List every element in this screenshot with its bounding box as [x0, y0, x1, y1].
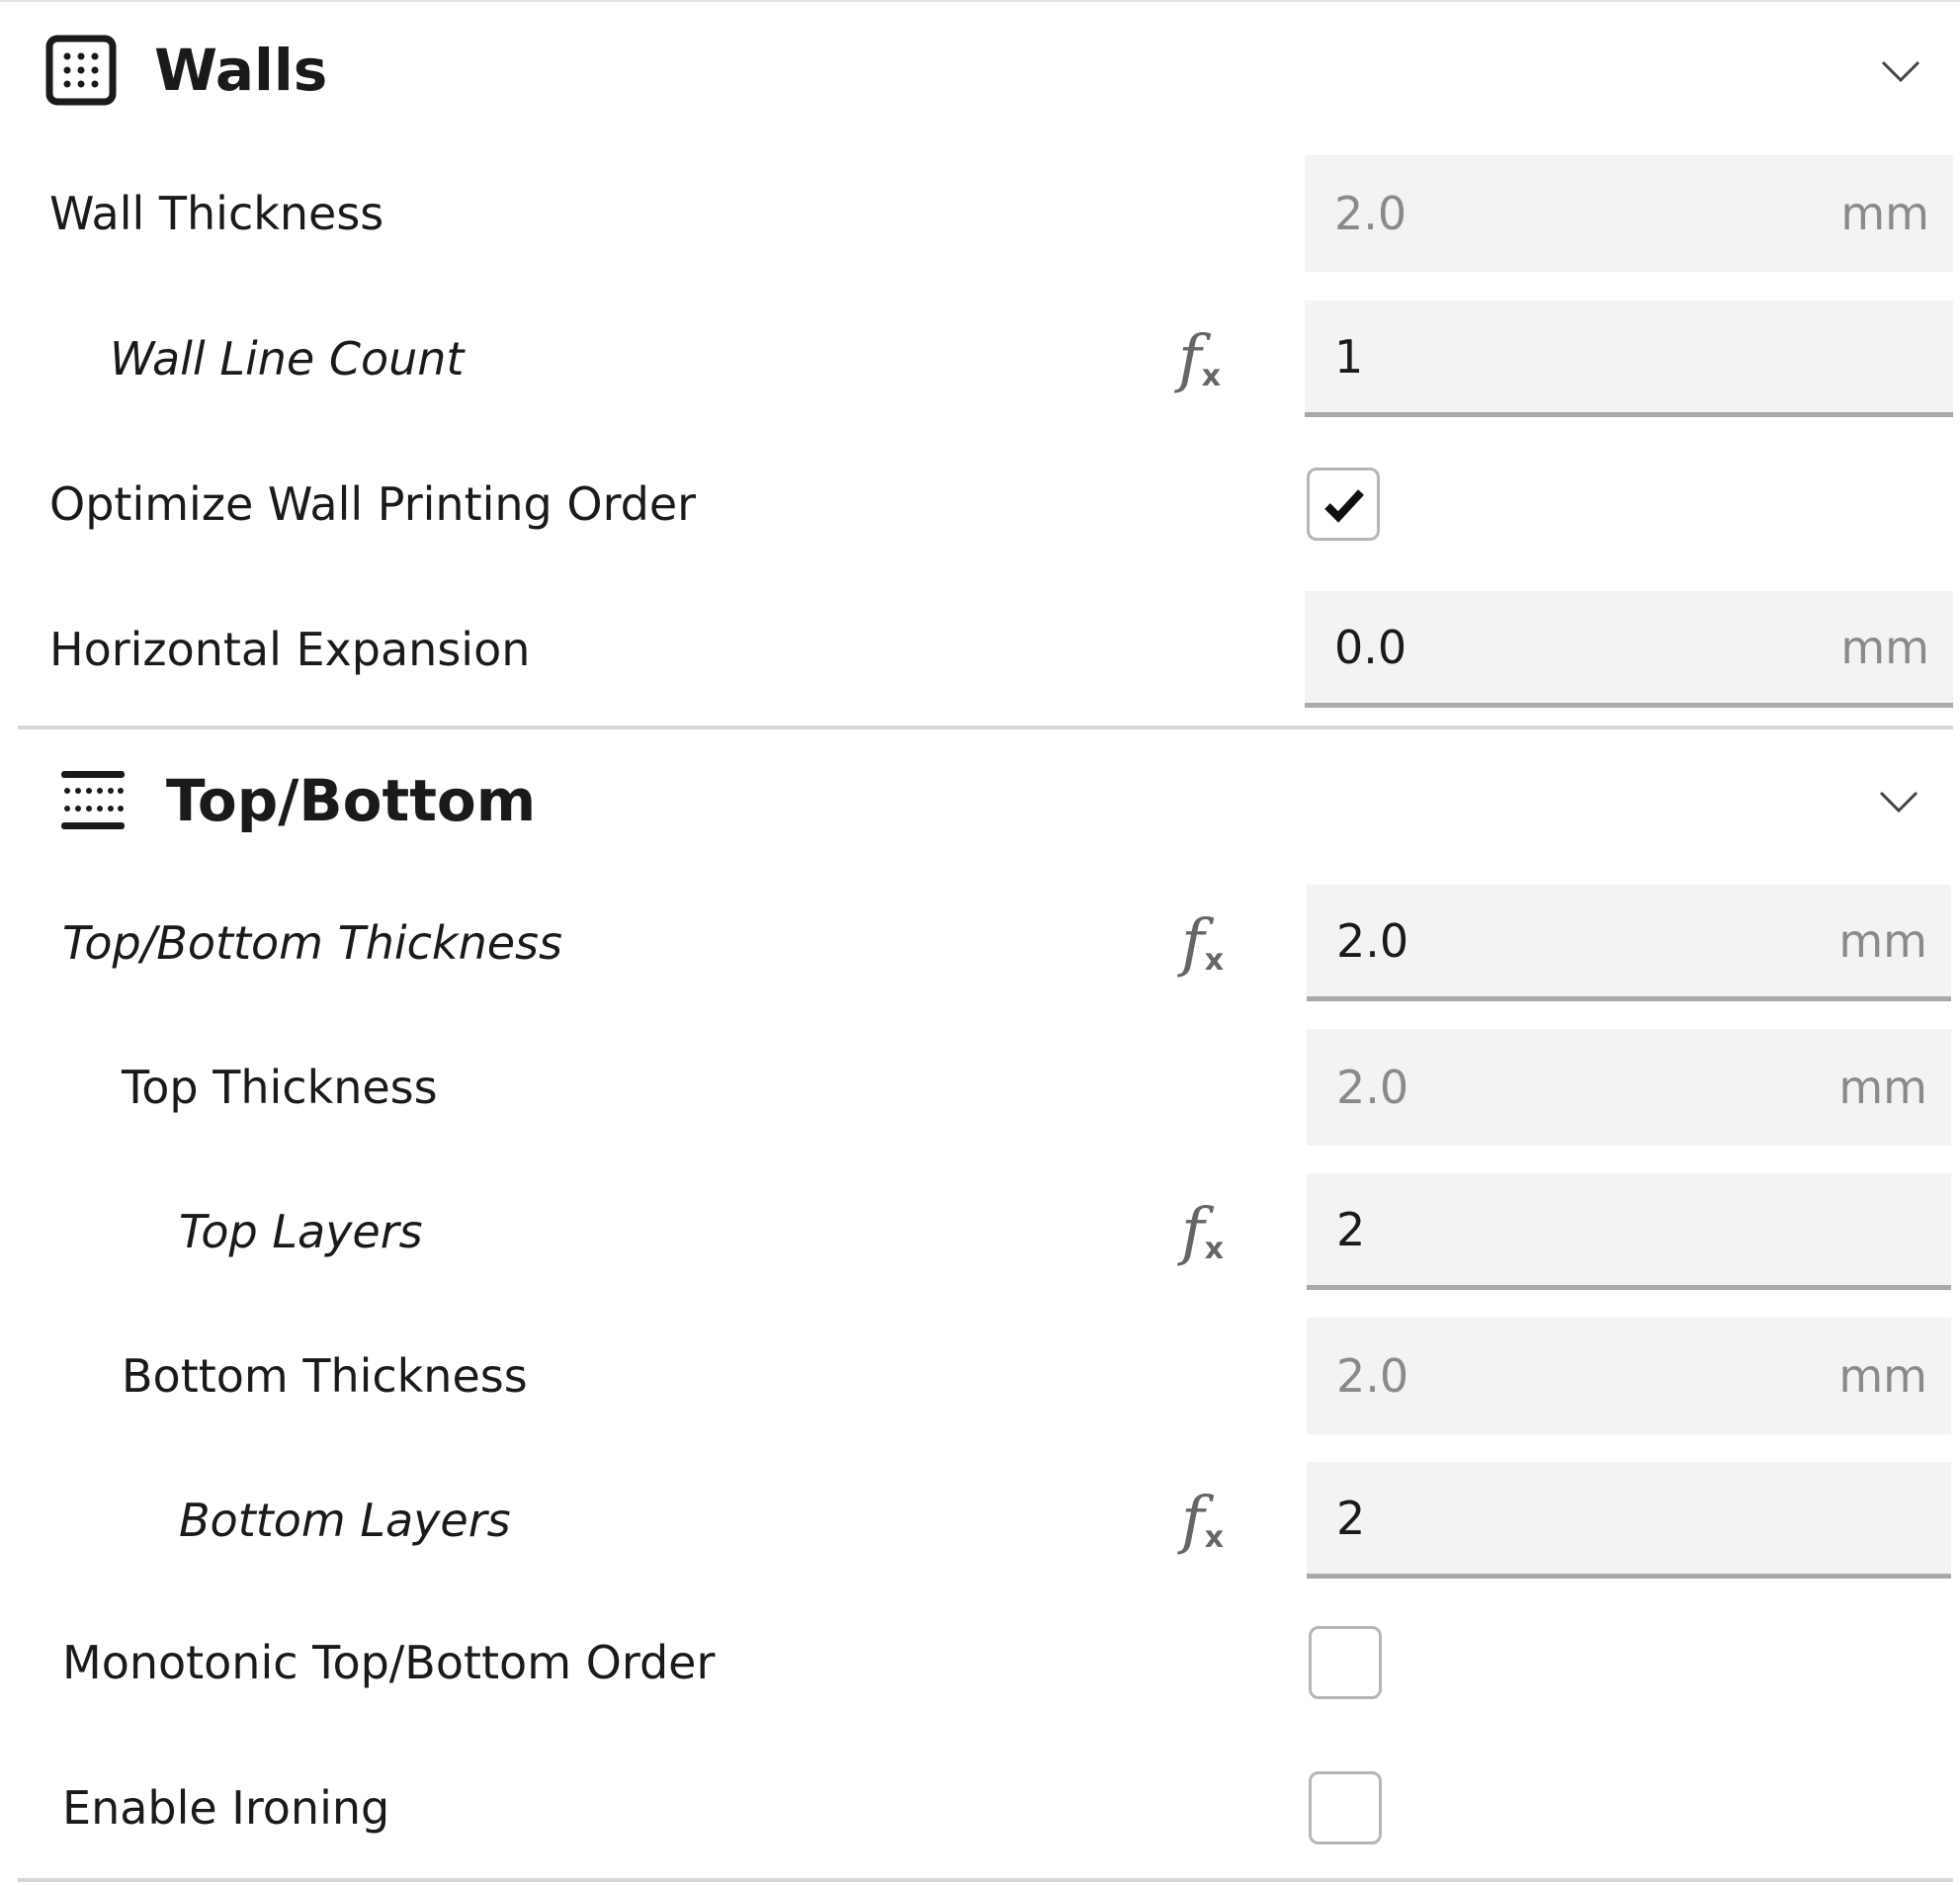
setting-row-optimize-wall-order: Optimize Wall Printing Order	[0, 445, 1960, 563]
setting-label: Horizontal Expansion	[49, 623, 531, 676]
chevron-down-icon[interactable]	[1877, 779, 1920, 822]
field-value: 1	[1334, 329, 1364, 384]
setting-label: Top/Bottom Thickness	[62, 916, 562, 970]
setting-row-top-bottom-thickness: Top/Bottom Thickness fx 2.0 mm	[0, 884, 1960, 1002]
setting-row-bottom-thickness: Bottom Thickness 2.0 mm	[0, 1317, 1960, 1435]
setting-row-monotonic-order: Monotonic Top/Bottom Order	[0, 1603, 1960, 1722]
top-border	[0, 0, 1960, 2]
setting-label: Monotonic Top/Bottom Order	[62, 1636, 716, 1689]
setting-row-bottom-layers: Bottom Layers fx 2	[0, 1461, 1960, 1580]
setting-row-top-thickness: Top Thickness 2.0 mm	[0, 1028, 1960, 1147]
bottom-layers-field[interactable]: 2	[1307, 1462, 1951, 1579]
setting-row-wall-thickness: Wall Thickness 2.0 mm	[0, 154, 1960, 273]
top-bottom-section-header[interactable]: Top/Bottom	[0, 746, 1960, 855]
setting-label: Bottom Thickness	[122, 1349, 528, 1403]
fx-icon[interactable]: fx	[1181, 1484, 1225, 1557]
enable-ironing-checkbox[interactable]	[1309, 1771, 1382, 1844]
field-value: 2	[1336, 1491, 1366, 1545]
setting-row-horizontal-expansion: Horizontal Expansion 0.0 mm	[0, 590, 1960, 709]
fx-icon[interactable]: fx	[1178, 322, 1222, 395]
chevron-down-icon[interactable]	[1879, 48, 1922, 92]
fx-icon[interactable]: fx	[1181, 906, 1225, 980]
optimize-wall-order-checkbox[interactable]	[1307, 468, 1380, 541]
section-divider	[18, 1878, 1953, 1882]
walls-grid-icon	[45, 35, 117, 106]
field-unit: mm	[1838, 913, 1927, 968]
setting-label: Enable Ironing	[62, 1781, 390, 1835]
setting-label: Bottom Layers	[179, 1494, 511, 1547]
setting-label: Wall Line Count	[110, 332, 465, 386]
field-value: 0.0	[1334, 620, 1407, 674]
field-unit: mm	[1840, 620, 1929, 674]
field-value: 2.0	[1334, 187, 1407, 240]
field-value: 2.0	[1336, 1061, 1409, 1114]
section-title: Walls	[154, 37, 328, 104]
top-bottom-layers-icon	[61, 771, 125, 829]
section-divider	[18, 726, 1953, 729]
fx-icon[interactable]: fx	[1181, 1195, 1225, 1268]
wall-thickness-field[interactable]: 2.0 mm	[1305, 155, 1953, 272]
section-title: Top/Bottom	[166, 767, 537, 834]
monotonic-order-checkbox[interactable]	[1309, 1626, 1382, 1699]
field-value: 2.0	[1336, 913, 1409, 968]
top-layers-field[interactable]: 2	[1307, 1173, 1951, 1290]
horizontal-expansion-field[interactable]: 0.0 mm	[1305, 591, 1953, 708]
bottom-thickness-field[interactable]: 2.0 mm	[1307, 1318, 1951, 1434]
setting-row-enable-ironing: Enable Ironing	[0, 1749, 1960, 1867]
checkmark-icon	[1324, 489, 1364, 523]
top-bottom-thickness-field[interactable]: 2.0 mm	[1307, 885, 1951, 1001]
setting-label: Wall Thickness	[49, 187, 384, 240]
setting-row-top-layers: Top Layers fx 2	[0, 1172, 1960, 1291]
setting-label: Optimize Wall Printing Order	[49, 477, 697, 531]
field-value: 2.0	[1336, 1349, 1409, 1403]
wall-line-count-field[interactable]: 1	[1305, 300, 1953, 417]
setting-label: Top Layers	[179, 1205, 423, 1258]
setting-row-wall-line-count: Wall Line Count fx 1	[0, 300, 1960, 418]
field-value: 2	[1336, 1202, 1366, 1256]
field-unit: mm	[1838, 1061, 1927, 1114]
field-unit: mm	[1838, 1349, 1927, 1403]
top-thickness-field[interactable]: 2.0 mm	[1307, 1029, 1951, 1146]
field-unit: mm	[1840, 187, 1929, 240]
setting-label: Top Thickness	[122, 1061, 438, 1114]
walls-section-header[interactable]: Walls	[0, 16, 1960, 125]
